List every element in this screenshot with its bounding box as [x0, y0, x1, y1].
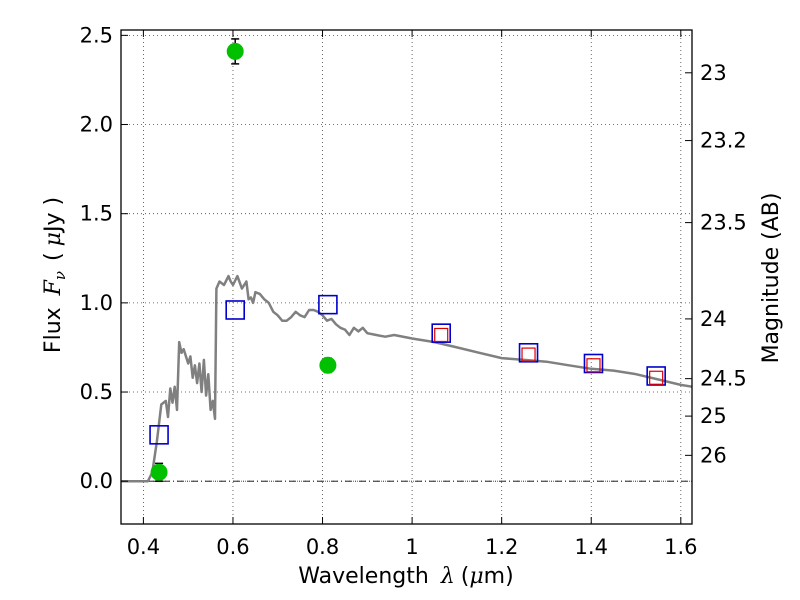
detection-marker [150, 463, 168, 481]
data-series [121, 38, 693, 483]
y2-tick-label: 23.2 [700, 129, 747, 153]
model-spectrum-line [121, 274, 693, 483]
model-band-flux-marker [225, 300, 245, 320]
y-axis-label-subscript: ν [51, 271, 69, 280]
y-tick-label: 1.0 [80, 291, 113, 315]
alt-model-flux-marker [649, 370, 664, 385]
model-band-flux-marker [583, 353, 604, 374]
y-axis-label: Flux Fν ( μJy ) [41, 197, 69, 353]
detection-point [319, 356, 337, 374]
model-band-flux-marker [518, 342, 539, 363]
x-tick-label: 1.6 [664, 535, 697, 559]
y-tick-label: 0.0 [80, 469, 113, 493]
alt-model-flux-marker [586, 358, 601, 373]
y2-tick-label: 23 [700, 61, 727, 85]
x-axis-label-text: Wavelength [298, 564, 429, 589]
model-band-flux-marker [149, 425, 169, 445]
x-tick-label: 1 [405, 535, 418, 559]
y2-tick-label: 23.5 [700, 211, 747, 235]
x-axis-label-symbol: λ [440, 564, 455, 589]
y-axis-label-unit-open: ( [41, 252, 66, 261]
alt-model-flux-marker [434, 327, 449, 343]
model-band-flux-marker [646, 366, 666, 386]
model-band-flux-marker [318, 294, 338, 315]
x-tick-label: 0.4 [127, 535, 160, 559]
plot-frame [120, 29, 693, 525]
x-tick-label: 1.4 [575, 535, 608, 559]
detection-point [226, 38, 244, 65]
x-axis-label-unit-close: m) [484, 564, 514, 589]
y2-tick-label: 24.5 [700, 367, 747, 391]
grid-lines [121, 30, 692, 524]
y-tick-label: 2.0 [80, 113, 113, 137]
y2-tick-label: 25 [700, 404, 727, 428]
y-tick-label: 1.5 [80, 202, 113, 226]
y2-tick-label: 26 [700, 443, 727, 467]
alt-model-flux-marker [521, 347, 536, 362]
y2-tick-label: 24 [700, 307, 727, 331]
axis-ticks: 0.4 0.6 0.8 1 1.2 1.4 1.6 0.0 0.5 1.0 1.5 2.0 2.5 23 2… [80, 23, 747, 559]
y-tick-label: 0.5 [80, 380, 113, 404]
detection-marker [226, 42, 244, 60]
detection-point [150, 462, 168, 482]
x-tick-label: 0.6 [216, 535, 249, 559]
x-axis-label-unit-open: ( [461, 564, 470, 589]
model-band-flux-marker [431, 323, 452, 343]
y-tick-label: 2.5 [80, 23, 113, 47]
y-axis-label-unit-mu: μ [41, 232, 66, 246]
x-axis-label-unit-mu: μ [469, 564, 483, 589]
x-tick-label: 0.8 [306, 535, 339, 559]
detection-marker [319, 356, 337, 374]
x-axis-label: Wavelength λ (μm) [298, 564, 513, 589]
y-axis-label-unit-close: Jy ) [41, 197, 66, 234]
y2-axis-label: Magnitude (AB) [759, 193, 784, 364]
y-axis-label-text: Flux [41, 307, 66, 353]
y-axis-label-symbol: F [41, 279, 66, 296]
x-tick-label: 1.2 [485, 535, 518, 559]
